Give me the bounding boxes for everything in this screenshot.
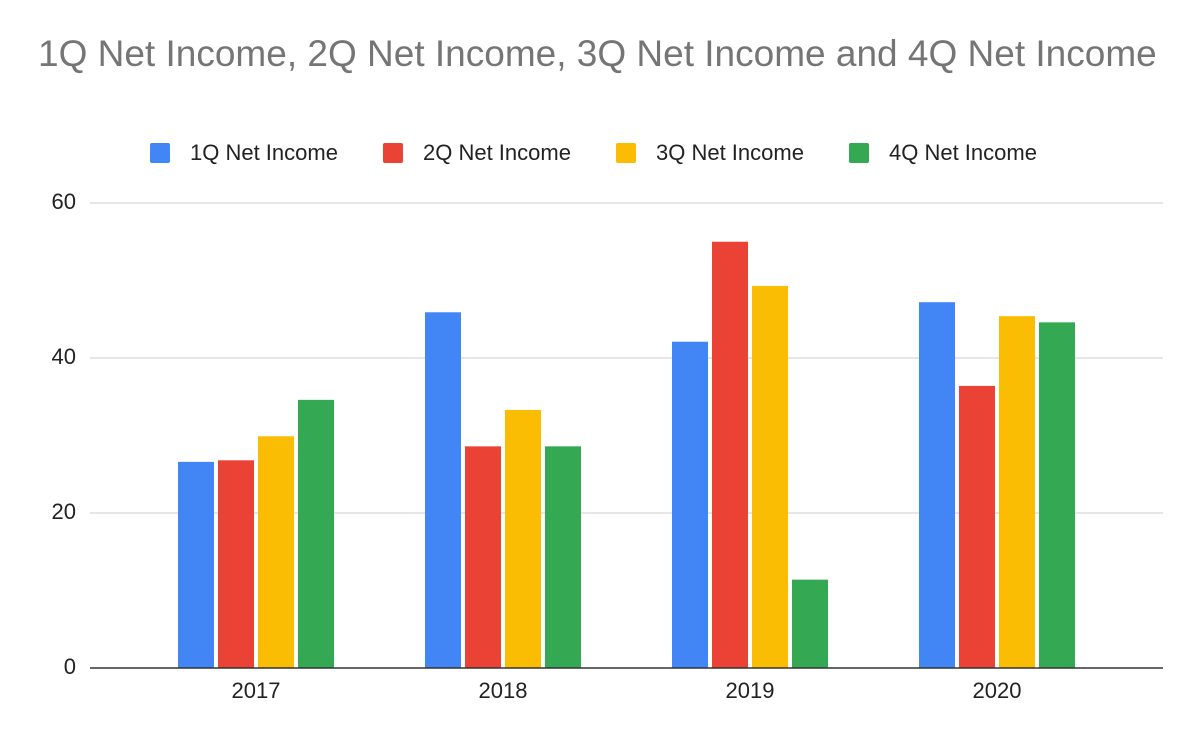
legend-label: 2Q Net Income xyxy=(423,140,571,165)
bar xyxy=(505,409,541,668)
bar xyxy=(712,241,748,668)
y-tick-label: 20 xyxy=(52,499,76,524)
bar xyxy=(792,579,828,668)
x-tick-label: 2017 xyxy=(232,678,281,703)
bar xyxy=(298,399,334,668)
legend-label: 3Q Net Income xyxy=(656,140,804,165)
bar xyxy=(258,436,294,668)
y-tick-label: 0 xyxy=(64,654,76,679)
bar xyxy=(218,460,254,668)
bar xyxy=(959,385,995,668)
chart-title: 1Q Net Income, 2Q Net Income, 3Q Net Inc… xyxy=(38,33,1157,74)
bar xyxy=(1039,322,1075,668)
bar xyxy=(425,312,461,668)
y-tick-label: 60 xyxy=(52,189,76,214)
legend-swatch xyxy=(150,143,170,163)
bar xyxy=(178,461,214,668)
legend-swatch xyxy=(616,143,636,163)
legend-swatch xyxy=(849,143,869,163)
bar xyxy=(465,446,501,668)
legend-swatch xyxy=(383,143,403,163)
bar xyxy=(919,302,955,668)
x-tick-label: 2020 xyxy=(973,678,1022,703)
legend-label: 4Q Net Income xyxy=(889,140,1037,165)
x-tick-label: 2019 xyxy=(726,678,775,703)
bar xyxy=(672,341,708,668)
legend-label: 1Q Net Income xyxy=(190,140,338,165)
bar xyxy=(752,285,788,668)
bar xyxy=(545,446,581,668)
y-tick-label: 40 xyxy=(52,344,76,369)
x-tick-label: 2018 xyxy=(479,678,528,703)
bar xyxy=(999,316,1035,668)
